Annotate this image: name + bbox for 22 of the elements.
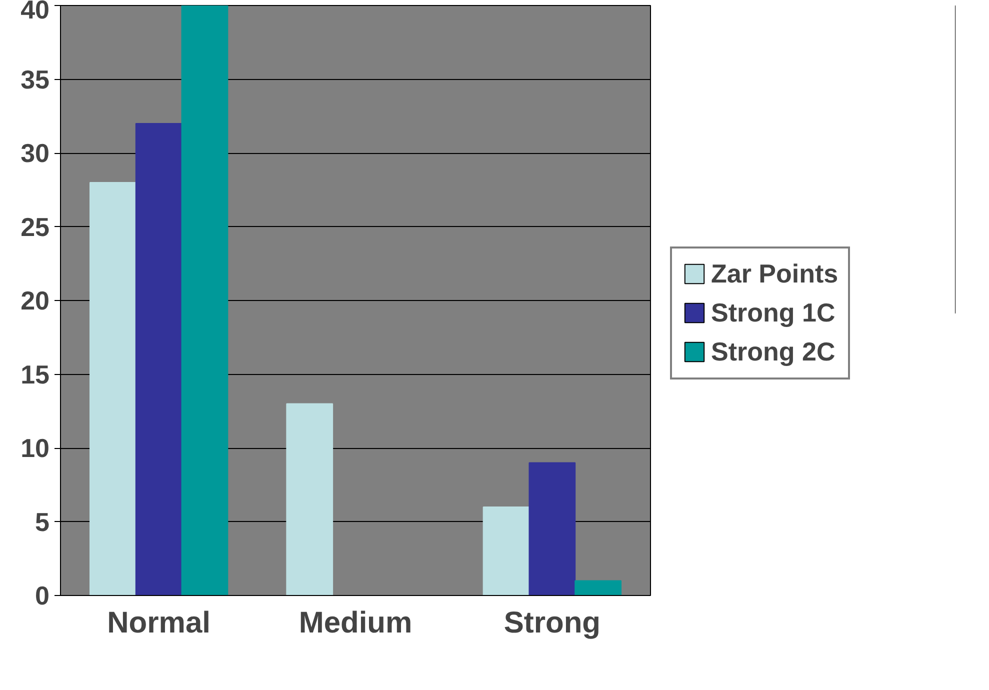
bar — [286, 403, 334, 596]
y-tick-label: 5 — [35, 506, 50, 537]
y-tick-label: 0 — [35, 580, 50, 610]
y-tick-label: 15 — [20, 359, 50, 390]
bar — [135, 123, 182, 596]
bar — [482, 506, 530, 596]
bar — [90, 182, 136, 596]
legend-label: Strong 1C — [711, 297, 836, 328]
bar — [181, 6, 228, 596]
x-tick-label: Medium — [298, 606, 412, 640]
x-tick-label: Normal — [107, 606, 211, 640]
y-tick-label: 35 — [20, 64, 50, 94]
y-tick-label: 40 — [20, 0, 50, 24]
y-tick-label: 20 — [20, 286, 50, 316]
bar — [574, 580, 622, 596]
y-tick-label: 10 — [20, 433, 50, 463]
y-tick-label: 30 — [20, 138, 50, 168]
x-tick-label: Strong — [504, 606, 600, 640]
y-tick-label: 25 — [20, 212, 50, 242]
legend-label: Zar Points — [711, 258, 838, 289]
bar — [528, 462, 576, 596]
legend-label: Strong 2C — [711, 336, 836, 367]
